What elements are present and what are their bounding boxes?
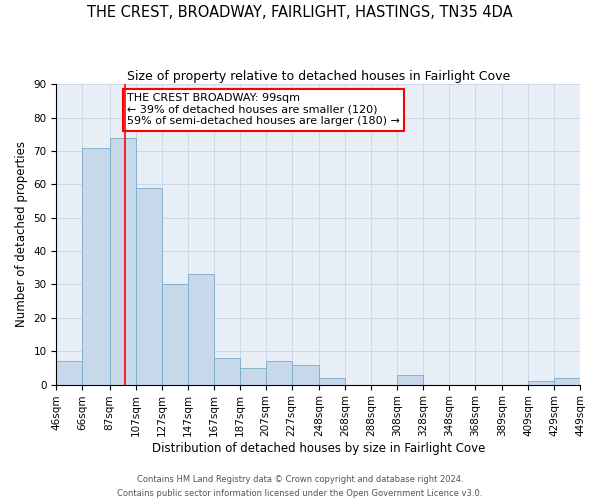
Bar: [214, 358, 239, 384]
Title: Size of property relative to detached houses in Fairlight Cove: Size of property relative to detached ho…: [127, 70, 510, 83]
X-axis label: Distribution of detached houses by size in Fairlight Cove: Distribution of detached houses by size …: [152, 442, 485, 455]
Text: THE CREST BROADWAY: 99sqm
← 39% of detached houses are smaller (120)
59% of semi: THE CREST BROADWAY: 99sqm ← 39% of detac…: [127, 93, 400, 126]
Bar: [56, 361, 82, 384]
Bar: [319, 378, 345, 384]
Text: THE CREST, BROADWAY, FAIRLIGHT, HASTINGS, TN35 4DA: THE CREST, BROADWAY, FAIRLIGHT, HASTINGS…: [87, 5, 513, 20]
Bar: [136, 188, 161, 384]
Bar: [239, 368, 266, 384]
Bar: [82, 148, 110, 384]
Bar: [292, 364, 319, 384]
Bar: [161, 284, 188, 384]
Bar: [554, 378, 580, 384]
Bar: [397, 374, 423, 384]
Bar: [528, 382, 554, 384]
Y-axis label: Number of detached properties: Number of detached properties: [15, 142, 28, 328]
Bar: [110, 138, 136, 384]
Bar: [266, 361, 292, 384]
Text: Contains HM Land Registry data © Crown copyright and database right 2024.
Contai: Contains HM Land Registry data © Crown c…: [118, 476, 482, 498]
Bar: [188, 274, 214, 384]
